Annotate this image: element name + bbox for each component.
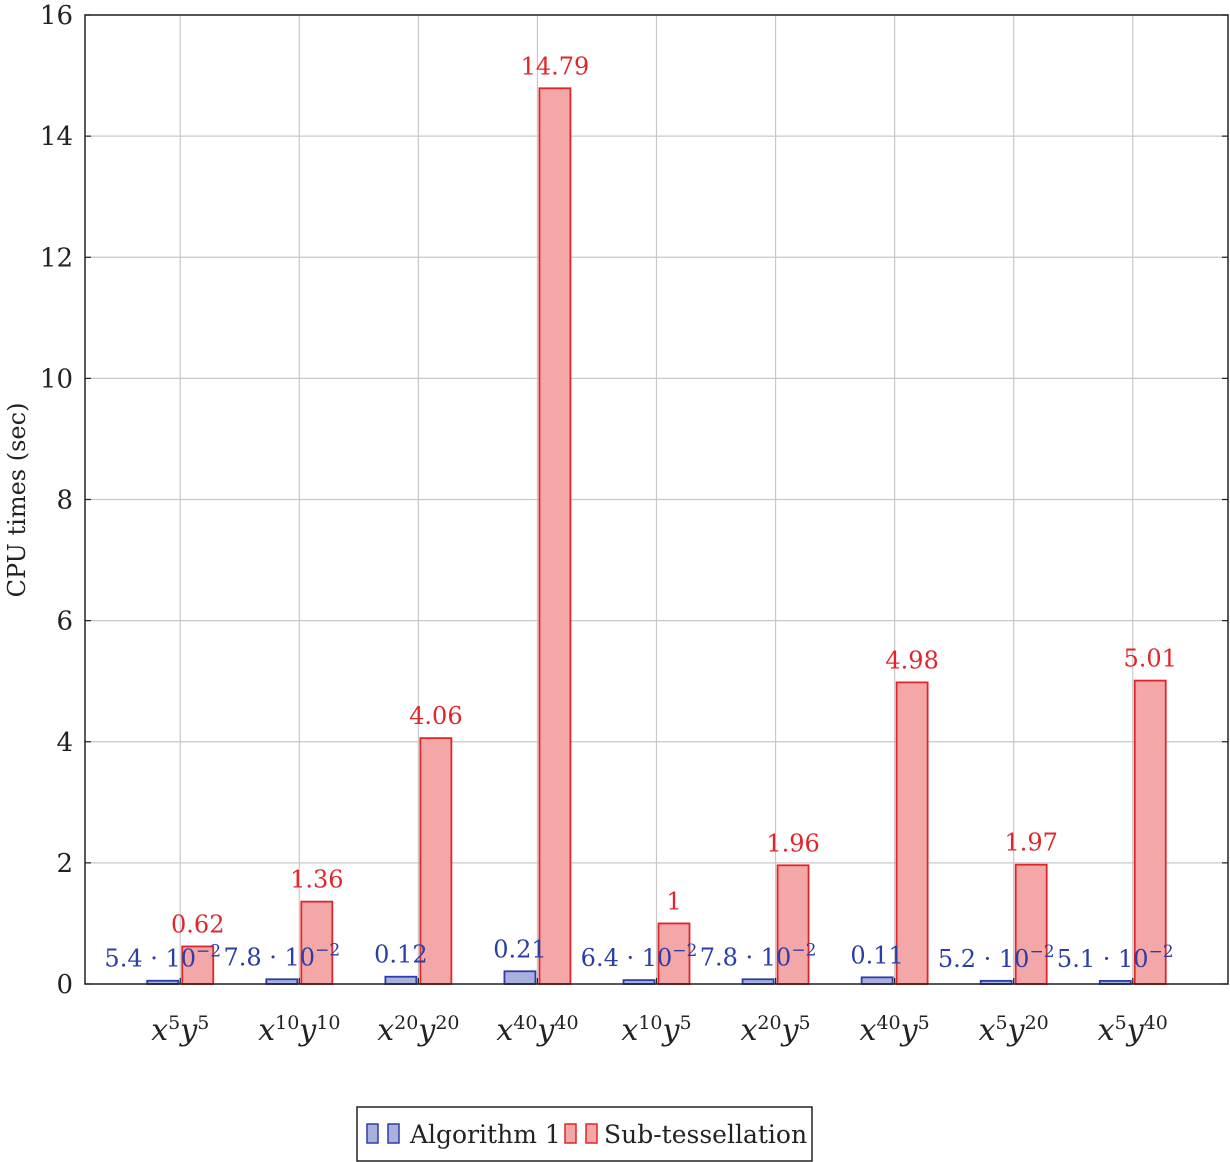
bar-sub-tessellation xyxy=(181,945,215,985)
x-category-label: x20y5 xyxy=(740,1012,810,1048)
legend-swatch xyxy=(564,1123,577,1144)
grid xyxy=(85,14,1228,985)
x-category-label: x5y5 xyxy=(151,1012,209,1048)
y-tick-label: 10 xyxy=(40,364,73,394)
data-label: 4.98 xyxy=(885,646,938,674)
legend-label: Algorithm 1 xyxy=(409,1120,561,1149)
x-category-label: x5y40 xyxy=(1098,1012,1168,1048)
data-label: 0.12 xyxy=(374,941,427,969)
y-tick-label: 12 xyxy=(40,243,73,273)
y-tick-label: 6 xyxy=(56,607,73,637)
data-label: 5.1 · 10−2 xyxy=(1057,942,1174,973)
data-label: 1.36 xyxy=(290,866,343,894)
y-tick-label: 8 xyxy=(56,486,73,516)
bar-sub-tessellation xyxy=(1133,679,1167,985)
data-label: 6.4 · 10−2 xyxy=(581,941,698,972)
bar-algorithm-1 xyxy=(384,975,418,985)
x-category-label: x40y5 xyxy=(860,1012,930,1048)
legend-swatch xyxy=(585,1123,598,1144)
data-label: 4.06 xyxy=(409,702,462,730)
data-label: 1.96 xyxy=(766,829,819,857)
legend: Algorithm 1 Sub-tessellation xyxy=(356,1106,813,1162)
bar-sub-tessellation xyxy=(657,922,691,985)
bar-sub-tessellation xyxy=(300,900,334,985)
y-tick-label: 0 xyxy=(56,970,73,1000)
data-label: 1 xyxy=(666,887,681,915)
data-label: 0.11 xyxy=(850,941,903,969)
bar-sub-tessellation xyxy=(1014,863,1048,985)
legend-box xyxy=(356,1106,813,1162)
x-category-label: x40y40 xyxy=(496,1012,578,1048)
data-label: 7.8 · 10−2 xyxy=(223,940,340,971)
y-axis-title: CPU times (sec) xyxy=(3,403,31,598)
data-label: 5.4 · 10−2 xyxy=(104,942,221,973)
x-category-label: x5y20 xyxy=(979,1012,1049,1048)
legend-label: Sub-tessellation xyxy=(604,1120,807,1149)
y-tick-label: 2 xyxy=(56,849,73,879)
bar-sub-tessellation xyxy=(538,87,572,985)
bar-algorithm-1 xyxy=(860,976,894,985)
data-labels: 5.4 · 10−2 7.8 · 10−2 0.12 0.21 6.4 · 10−2 7.… xyxy=(104,52,1177,973)
y-tick-label: 14 xyxy=(40,122,73,152)
data-label: 1.97 xyxy=(1004,829,1057,857)
x-category-label: x10y5 xyxy=(621,1012,691,1048)
data-label: 5.2 · 10−2 xyxy=(938,942,1055,973)
bar-sub-tessellation xyxy=(419,737,453,985)
data-label: 7.8 · 10−2 xyxy=(700,940,817,971)
y-tick-label: 4 xyxy=(56,728,73,758)
x-category-label: x10y10 xyxy=(258,1012,340,1048)
legend-swatch xyxy=(387,1123,400,1144)
bar-algorithm-1 xyxy=(503,970,537,985)
bar-sub-tessellation xyxy=(895,681,929,985)
data-label: 5.01 xyxy=(1124,645,1177,673)
data-label: 0.62 xyxy=(171,910,224,938)
x-category-label: x20y20 xyxy=(377,1012,459,1048)
data-label: 14.79 xyxy=(521,52,590,80)
data-label: 0.21 xyxy=(493,935,546,963)
y-tick-label: 16 xyxy=(40,1,73,31)
axis-ticks: 0 2 4 6 8 10 12 14 16 x5y5 x10y10 x20y20 x40y40 x10y5… xyxy=(40,1,1228,1048)
legend-swatch xyxy=(366,1123,379,1144)
